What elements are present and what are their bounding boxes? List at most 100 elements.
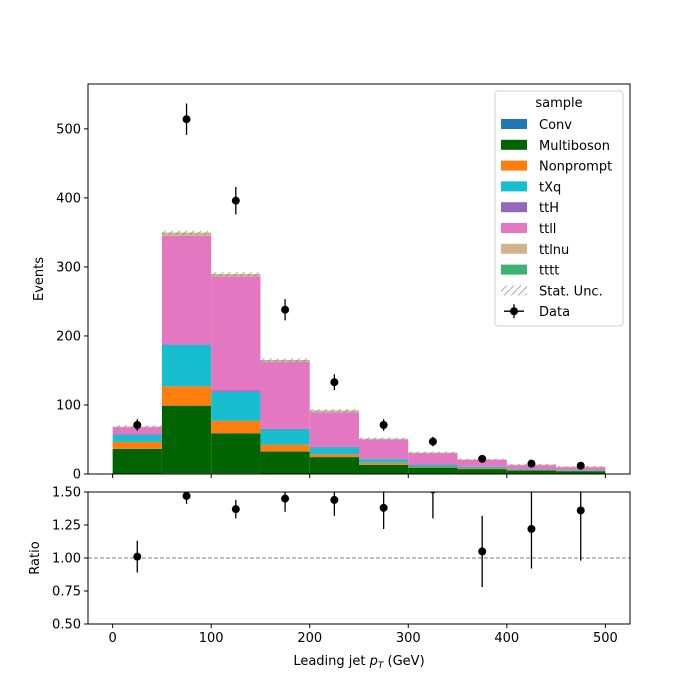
legend: sample Conv Multiboson Nonprompt tXq ttH ttll… — [494, 90, 624, 327]
bar-nonprompt-bin-7 — [457, 468, 507, 470]
ratio-point-4 — [330, 492, 339, 516]
stacked-histogram — [112, 232, 606, 474]
main-plot-frame — [87, 83, 631, 475]
data-point-2 — [231, 186, 240, 215]
data-points — [133, 103, 585, 470]
bar-ttll-bin-6 — [408, 453, 458, 465]
svg-text:ttll: ttll — [539, 222, 556, 237]
data-point-3 — [281, 299, 290, 321]
bar-multiboson-bin-8 — [506, 470, 557, 474]
stat-unc-bin-4 — [309, 409, 359, 412]
bar-multiboson-bin-9 — [556, 471, 606, 474]
bar-multiboson-bin-1 — [161, 405, 212, 474]
ratio-point-9 — [576, 492, 585, 561]
svg-text:tXq: tXq — [539, 180, 561, 195]
main-y-tick-label: 100 — [56, 398, 81, 413]
bar-ttll-bin-3 — [260, 361, 310, 429]
bar-nonprompt-bin-5 — [359, 462, 409, 465]
ratio-point-8 — [527, 492, 536, 569]
bar-txq-bin-9 — [556, 470, 606, 471]
bar-txq-bin-8 — [506, 469, 557, 471]
bar-multiboson-bin-6 — [408, 467, 458, 474]
legend-entry-nonprompt: Nonprompt — [501, 160, 612, 175]
legend-entry-tth: ttH — [501, 201, 559, 216]
main-y-axis-ticks: 0 100 200 300 400 500 — [56, 122, 88, 483]
legend-entry-ttll: ttll — [501, 222, 556, 237]
ratio-y-tick-label: 0.50 — [52, 618, 81, 633]
bar-txq-bin-4 — [309, 447, 359, 455]
ratio-point-2 — [231, 499, 240, 519]
bar-nonprompt-bin-4 — [309, 454, 359, 458]
main-x-axis-ticks — [112, 474, 606, 478]
bar-ttll-bin-2 — [211, 276, 261, 391]
data-point-8 — [527, 459, 536, 468]
legend-entry-conv: Conv — [501, 118, 572, 133]
x-tick-label: 400 — [494, 631, 519, 646]
x-tick-label: 0 — [108, 631, 116, 646]
stat-unc-bin-1 — [161, 230, 212, 235]
svg-text:tttt: tttt — [539, 264, 559, 279]
bar-txq-bin-3 — [260, 429, 310, 445]
stat-unc-bin-2 — [211, 272, 261, 277]
main-y-tick-label: 200 — [56, 329, 81, 344]
ratio-point-1 — [182, 492, 191, 504]
bar-tth-bin-1 — [161, 344, 212, 345]
x-tick-label: 300 — [396, 631, 421, 646]
bar-tth-bin-4 — [309, 446, 359, 448]
ratio-y-tick-label: 1.25 — [52, 519, 81, 534]
bar-tth-bin-2 — [211, 390, 261, 392]
bar-nonprompt-bin-1 — [161, 386, 212, 406]
bar-txq-bin-6 — [408, 464, 458, 467]
legend-title: sample — [535, 96, 582, 111]
bar-ttll-bin-0 — [112, 427, 162, 435]
legend-entry-tttt: tttt — [501, 264, 559, 279]
x-tick-label: 500 — [593, 631, 618, 646]
bar-multiboson-bin-7 — [457, 469, 507, 474]
bar-multiboson-bin-2 — [211, 433, 261, 474]
stat-unc-bin-6 — [408, 451, 458, 454]
svg-text:ttH: ttH — [539, 201, 559, 216]
data-point-0 — [133, 419, 142, 431]
bar-nonprompt-bin-6 — [408, 466, 458, 468]
bar-multiboson-bin-4 — [309, 457, 359, 474]
bar-txq-bin-0 — [112, 435, 162, 442]
bar-txq-bin-1 — [161, 344, 212, 387]
svg-text:Stat. Unc.: Stat. Unc. — [539, 284, 603, 299]
svg-text:Conv: Conv — [539, 118, 572, 133]
svg-text:Nonprompt: Nonprompt — [539, 160, 612, 175]
data-point-1 — [182, 103, 191, 135]
ratio-x-axis-ticks: 0 100 200 300 400 500 — [108, 624, 618, 646]
bar-ttll-bin-4 — [309, 412, 359, 447]
bar-multiboson-bin-3 — [260, 451, 310, 474]
data-point-9 — [576, 461, 585, 470]
bar-multiboson-bin-0 — [112, 448, 162, 474]
ratio-point-0 — [133, 540, 142, 573]
legend-entry-data: Data — [504, 304, 570, 320]
x-axis-label: Leading jet pT (GeV) — [293, 654, 424, 671]
ratio-point-5 — [379, 492, 388, 529]
svg-text:ttlnu: ttlnu — [539, 243, 569, 258]
bar-ttll-bin-7 — [457, 459, 507, 467]
x-tick-label: 100 — [199, 631, 224, 646]
main-y-tick-label: 500 — [56, 122, 81, 137]
ratio-points — [133, 492, 585, 588]
svg-text:Multiboson: Multiboson — [539, 139, 610, 154]
main-y-axis-label: Events — [32, 257, 47, 301]
bar-txq-bin-2 — [211, 391, 261, 421]
ratio-y-axis-ticks: 0.50 0.75 1.00 1.25 1.50 — [52, 486, 88, 633]
data-point-7 — [478, 454, 487, 463]
ratio-y-axis-label: Ratio — [28, 541, 43, 574]
legend-entry-multiboson: Multiboson — [501, 139, 610, 154]
data-point-6 — [428, 436, 437, 447]
bar-tth-bin-3 — [260, 428, 310, 430]
bar-tth-bin-0 — [112, 434, 162, 435]
ratio-y-tick-label: 1.00 — [52, 552, 81, 567]
ratio-plot-panel: 0.50 0.75 1.00 1.25 1.50 0 100 200 300 400 500 Ra… — [28, 486, 631, 671]
ratio-point-7 — [478, 515, 487, 588]
bar-txq-bin-7 — [457, 467, 507, 469]
legend-entry-stat-unc-: Stat. Unc. — [501, 284, 603, 299]
svg-text:Data: Data — [539, 305, 570, 320]
x-tick-label: 200 — [297, 631, 322, 646]
bar-multiboson-bin-5 — [359, 464, 409, 474]
